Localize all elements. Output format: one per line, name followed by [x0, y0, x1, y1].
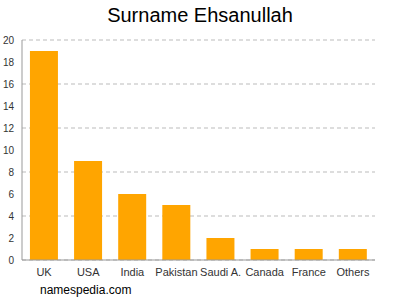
svg-text:8: 8 [8, 167, 14, 178]
html-text:namespedia.com: namespedia.com [40, 283, 132, 297]
svg-text:USA: USA [77, 266, 100, 278]
svg-text:Canada: Canada [245, 266, 284, 278]
svg-text:6: 6 [8, 189, 14, 200]
svg-text:20: 20 [8, 35, 14, 46]
svg-text:16: 16 [8, 79, 14, 90]
svg-text:12: 12 [8, 123, 14, 134]
svg-text:Pakistan: Pakistan [155, 266, 197, 278]
svg-text:10: 10 [8, 145, 14, 156]
svg-text:India: India [120, 266, 145, 278]
svg-text:Saudi A.: Saudi A. [200, 266, 241, 278]
svg-text:0: 0 [8, 255, 14, 266]
svg-text:2: 2 [8, 233, 14, 244]
svg-text:France: France [292, 266, 326, 278]
svg-text:4: 4 [8, 211, 14, 222]
svg-text:UK: UK [36, 266, 52, 278]
html-text:Surname Ehsanullah: Surname Ehsanullah [107, 4, 293, 26]
svg-text:18: 18 [8, 57, 14, 68]
svg-text:14: 14 [8, 101, 14, 112]
svg-text:Others: Others [336, 266, 370, 278]
